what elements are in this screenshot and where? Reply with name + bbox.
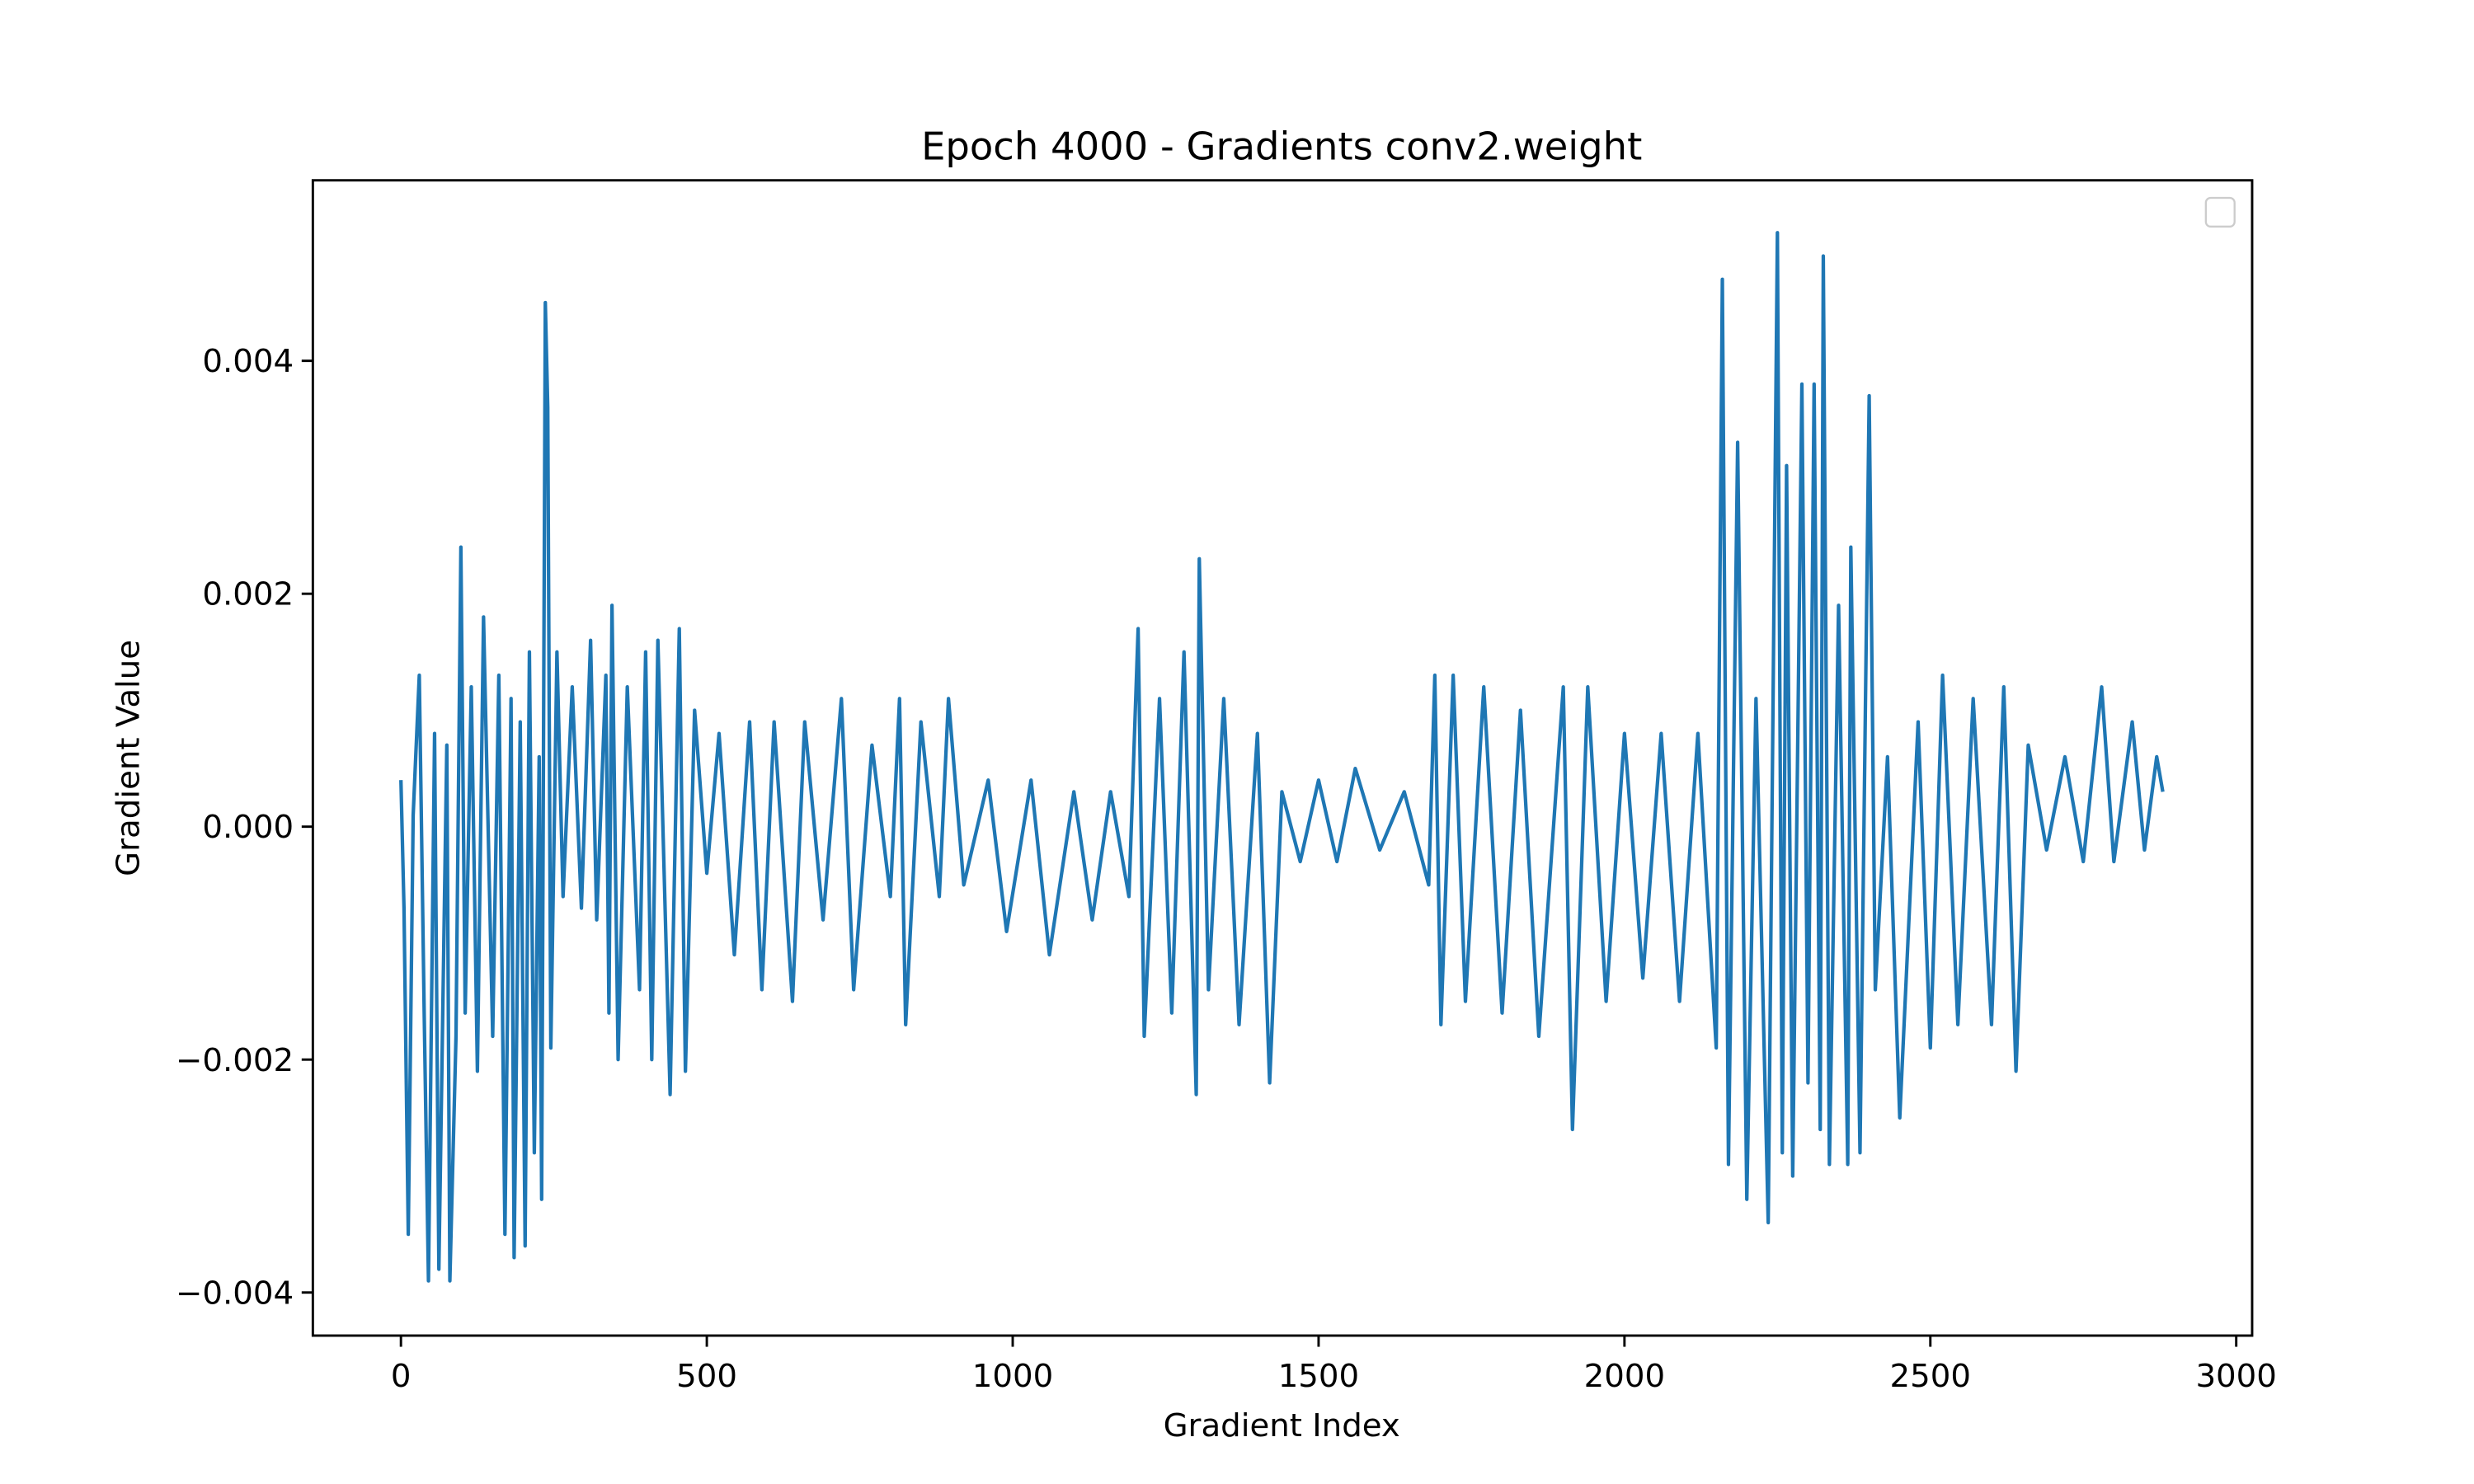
x-tick-label: 2000: [1584, 1358, 1665, 1395]
x-tick-label: 3000: [2195, 1358, 2276, 1395]
y-tick-label: 0.002: [202, 576, 294, 613]
x-tick-label: 1000: [972, 1358, 1053, 1395]
x-tick-label: 2500: [1890, 1358, 1971, 1395]
plot-frame: [311, 179, 2254, 1337]
chart-title: Epoch 4000 - Gradients conv2.weight: [921, 124, 1642, 169]
x-axis-label: Gradient Index: [1164, 1407, 1400, 1444]
y-axis-label: Gradient Value: [110, 640, 147, 876]
x-tick-label: 500: [676, 1358, 737, 1395]
data-line: [399, 231, 2165, 1283]
x-tick-label: 1500: [1278, 1358, 1359, 1395]
x-tick-label: 0: [391, 1358, 412, 1395]
y-tick-label: 0.000: [202, 809, 294, 846]
y-tick-label: −0.002: [176, 1042, 294, 1079]
legend-box: [2204, 196, 2236, 228]
y-tick-label: 0.004: [202, 343, 294, 380]
y-tick-label: −0.004: [176, 1275, 294, 1312]
